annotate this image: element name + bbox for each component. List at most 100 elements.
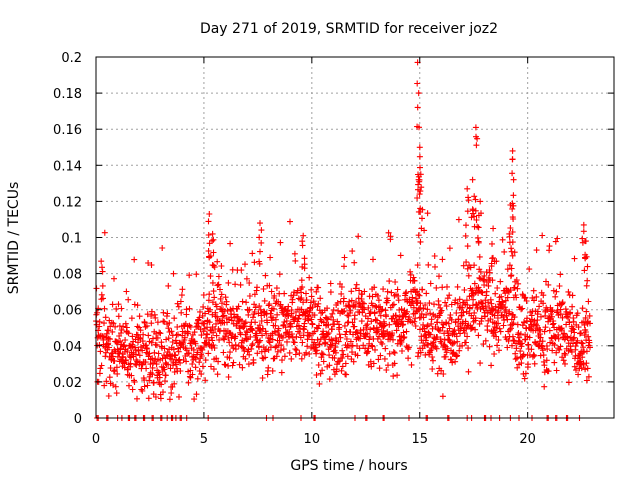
data-point [98,258,105,265]
data-point [541,328,548,335]
data-point [262,272,269,279]
data-point [530,351,537,358]
data-point [530,322,537,329]
data-point [382,345,389,352]
data-point [140,331,147,338]
data-point [385,229,392,236]
data-point [509,156,516,163]
data-point [510,176,517,183]
data-point [560,357,567,364]
data-point [360,342,367,349]
data-point [154,319,161,326]
data-point [363,324,370,331]
data-point [107,336,113,343]
data-point [463,222,469,229]
data-point [422,302,429,308]
data-point [252,304,259,311]
data-point [353,281,360,288]
data-point [582,238,589,245]
data-point [476,253,483,260]
data-point [585,373,592,380]
data-point [417,188,424,195]
data-point [169,383,176,390]
data-point [537,334,544,341]
data-point [462,318,469,325]
data-point [232,281,239,288]
data-point [149,371,156,378]
data-point [209,279,216,286]
data-point [455,216,462,223]
data-point [113,390,120,397]
data-point [495,337,502,343]
data-point [372,346,378,353]
data-point [204,331,211,338]
data-point [398,306,405,313]
data-point [555,335,562,342]
data-point [328,342,335,349]
data-point [581,322,588,328]
data-point [162,378,168,385]
data-point [327,280,334,287]
data-point [305,333,312,339]
data-point [254,350,261,357]
data-point [174,324,181,330]
data-point [389,330,396,337]
data-point [332,349,339,356]
data-point [565,288,572,295]
data-point [379,340,386,347]
data-point [434,370,441,377]
data-point [494,315,501,321]
data-point [349,248,356,255]
data-point [499,298,506,305]
data-point [509,342,515,349]
data-point [110,320,117,327]
data-point [134,302,141,309]
data-point [433,284,440,291]
data-point [343,336,350,342]
data-point [110,368,117,375]
data-point [213,355,220,362]
data-point [355,233,362,240]
data-point [425,261,432,268]
data-point [128,315,135,322]
data-point [467,264,474,271]
data-point [423,311,430,318]
data-point [518,360,525,367]
data-point [315,284,322,291]
data-point [232,346,239,353]
data-point [383,313,390,320]
data-point [198,332,205,339]
data-point [348,297,355,304]
data-point [499,236,506,243]
data-point [324,331,331,338]
data-point [474,223,481,230]
data-point [554,307,561,314]
data-point [448,356,455,363]
data-point [217,286,223,293]
data-point [453,333,460,340]
data-point [175,303,182,310]
data-point [122,337,129,343]
y-axis-label: SRMTID / TECUs [6,182,22,295]
data-point [500,314,507,320]
data-point [248,326,255,333]
data-point [451,339,458,346]
data-point [121,342,128,349]
data-point [540,300,547,307]
data-point [367,326,374,333]
data-point [206,291,213,298]
data-point [426,331,433,337]
data-point [217,295,224,302]
data-point [444,283,450,290]
data-point [460,309,467,316]
data-point [477,360,484,367]
data-point [222,361,229,368]
data-point [187,367,194,374]
data-point [446,292,453,299]
data-point [393,327,400,334]
data-point [222,294,229,301]
data-point [156,374,163,381]
data-point [566,319,573,326]
data-point [111,275,117,282]
data-point [219,313,226,320]
